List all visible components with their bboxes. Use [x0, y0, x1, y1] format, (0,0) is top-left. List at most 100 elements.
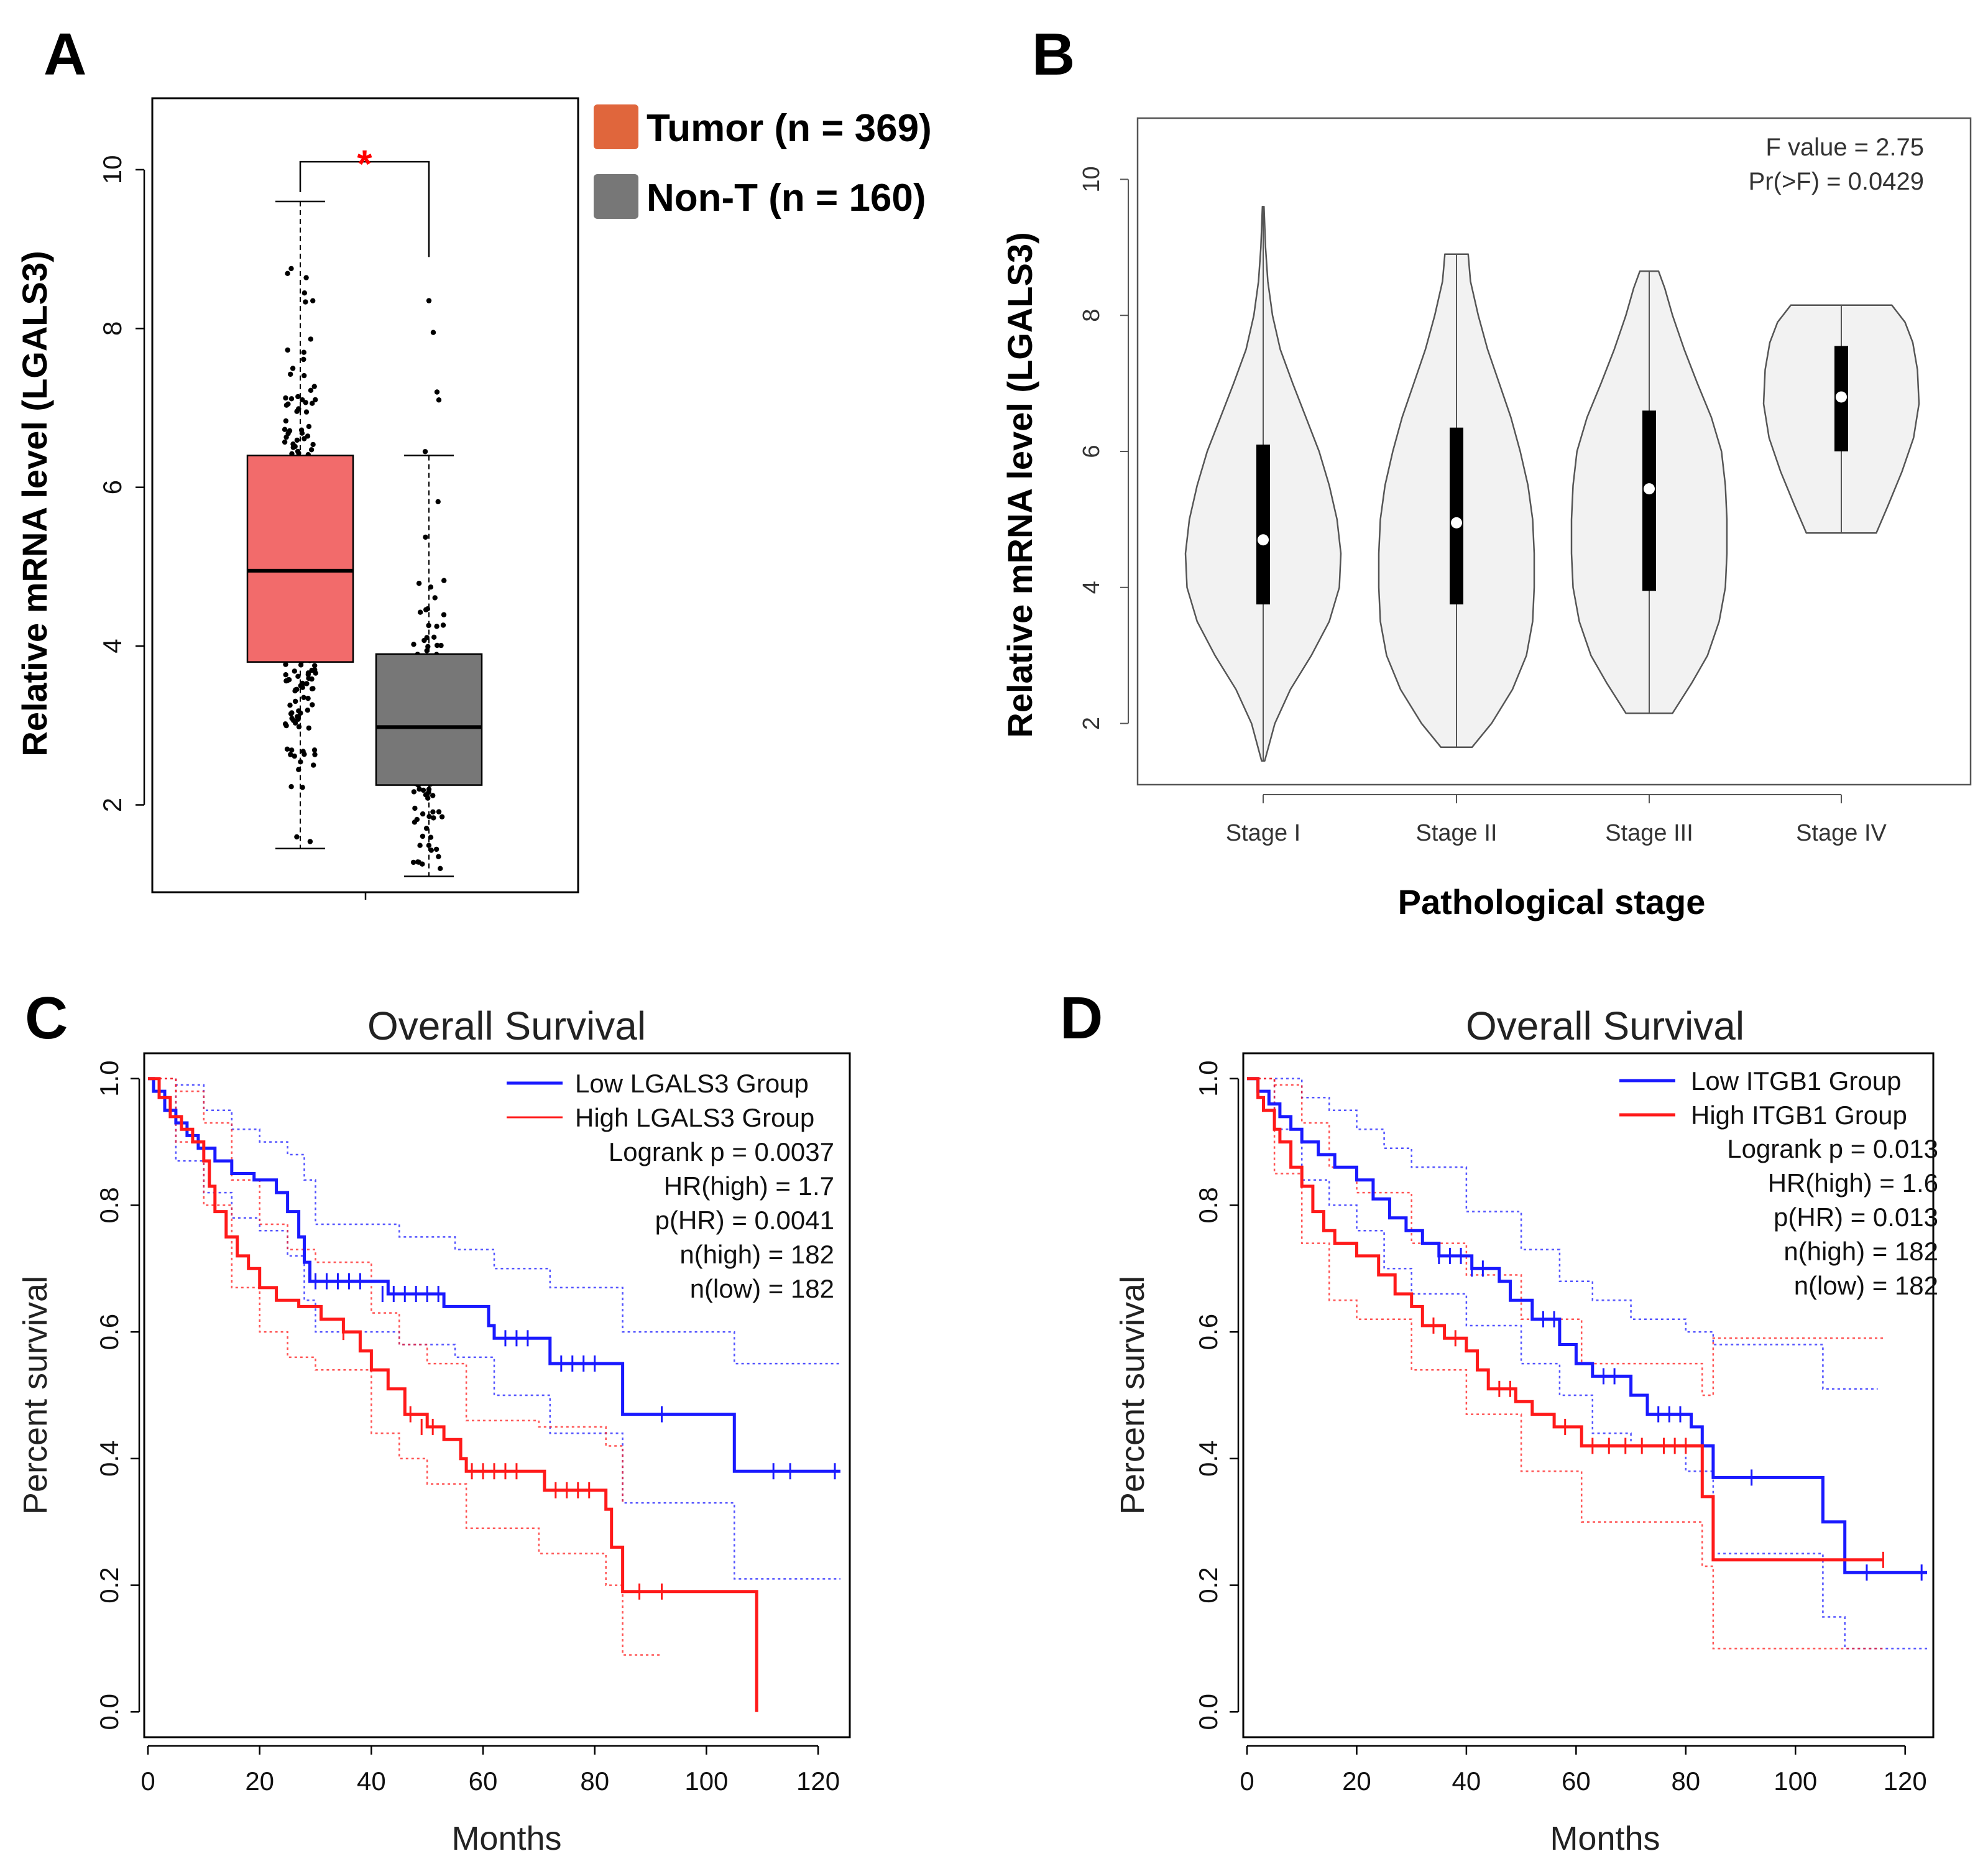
panel-label-a: A [44, 21, 86, 88]
x-tick-label: 80 [1671, 1766, 1700, 1796]
data-point [305, 433, 311, 439]
data-point [295, 714, 300, 719]
ci-lower-high-lgals3-group [148, 1078, 662, 1656]
data-point [435, 499, 441, 505]
data-point [305, 672, 311, 678]
violins-b [1184, 205, 1920, 762]
data-point [430, 330, 436, 335]
x-tick-label-b: Stage III [1605, 820, 1693, 846]
y-tick-label: 0.8 [94, 1187, 124, 1223]
legend-c: Low LGALS3 Group High LGALS3 Group Logra… [507, 1069, 834, 1303]
data-point [301, 356, 306, 362]
data-point [301, 751, 307, 757]
y-tick-label-b: 6 [1079, 445, 1105, 458]
data-point [436, 809, 442, 815]
data-point [432, 595, 438, 601]
y-tick-label: 0.2 [1194, 1567, 1223, 1603]
data-point [288, 265, 294, 272]
y-tick-label: 0.2 [94, 1567, 124, 1603]
ci-lower-high-itgb1-group [1247, 1078, 1884, 1650]
data-point [440, 622, 446, 628]
legend-label-low-itgb1: Low ITGB1 Group [1691, 1066, 1901, 1096]
n-low-c: n(low) = 182 [690, 1274, 834, 1303]
data-point [423, 792, 429, 798]
data-point [431, 634, 437, 640]
data-point [295, 394, 301, 400]
curve-high-lgals3-group [148, 1077, 758, 1712]
data-point [312, 752, 318, 757]
legend-label-high-lgals3: High LGALS3 Group [575, 1103, 814, 1132]
legend-label-high-itgb1: High ITGB1 Group [1691, 1101, 1907, 1130]
data-point [289, 716, 295, 721]
data-point [288, 371, 293, 377]
y-axis-title-b: Relative mRNA level (LGALS3) [1000, 232, 1039, 737]
ci-upper-high-lgals3-group [148, 1078, 624, 1503]
data-point [303, 400, 308, 405]
data-point [303, 409, 310, 415]
data-point [292, 753, 297, 759]
x-tick-label: 120 [1884, 1766, 1927, 1796]
x-tick-label: 40 [1452, 1766, 1481, 1796]
y-axis-title-c: Percent survival [17, 1276, 54, 1515]
panel-label-d: D [1060, 985, 1103, 1051]
ci-upper-low-itgb1-group [1247, 1078, 1878, 1390]
data-point [293, 687, 298, 693]
data-point [441, 612, 447, 617]
panel-b-violin-plot: B Relative mRNA level (LGALS3) Pathologi… [1000, 21, 1972, 921]
data-point [290, 366, 296, 371]
data-point [283, 402, 290, 408]
data-point [282, 721, 288, 727]
data-point [430, 793, 436, 798]
data-point [288, 752, 293, 757]
data-point [285, 678, 290, 683]
p-hr-d: p(HR) = 0.013 [1774, 1202, 1938, 1232]
data-point [310, 298, 316, 303]
data-point [438, 865, 443, 872]
data-point [423, 826, 430, 831]
significance-star: * [357, 143, 372, 186]
y-tick-label: 0.6 [1194, 1314, 1223, 1350]
data-point [287, 703, 293, 708]
data-point [283, 672, 288, 678]
data-point [416, 581, 422, 586]
data-point [423, 534, 428, 540]
data-point [294, 437, 300, 443]
violin-median-dot [1258, 534, 1269, 546]
y-axis-title-a: Relative mRNA level (LGALS3) [15, 251, 54, 756]
data-point [307, 839, 313, 844]
y-tick-label: 0.0 [94, 1694, 124, 1730]
y-tick-label: 0.0 [1194, 1694, 1223, 1730]
legend-a: Tumor (n = 369) Non-T (n = 160) [594, 104, 932, 219]
data-point [295, 673, 301, 680]
data-point [292, 668, 297, 674]
x-axis-b: Stage I Stage II Stage III Stage IV [1226, 794, 1887, 846]
data-point [426, 842, 432, 848]
x-tick-label: 20 [245, 1766, 274, 1796]
data-point [288, 396, 295, 402]
panel-c-survival-plot: C Overall Survival Percent survival Mont… [17, 985, 851, 1857]
data-point [411, 789, 417, 795]
data-point [308, 447, 315, 453]
y-axis-b: 2 4 6 8 10 [1079, 166, 1129, 730]
data-point [304, 681, 310, 686]
box-tumor [246, 455, 354, 663]
data-point [425, 644, 431, 650]
ci-upper-low-lgals3-group [148, 1078, 840, 1365]
data-point [290, 441, 296, 447]
logrank-p-d: Logrank p = 0.013 [1727, 1134, 1938, 1163]
y-tick-label-b: 10 [1079, 166, 1105, 192]
box-non-t [375, 653, 483, 786]
significance-bracket: * [299, 143, 430, 257]
y-tick-label-b: 8 [1079, 309, 1105, 322]
data-point [301, 290, 307, 296]
data-point [435, 642, 440, 649]
data-point [305, 696, 311, 701]
data-point [301, 349, 306, 355]
data-point [306, 725, 311, 731]
y-tick-label-a: 8 [98, 321, 127, 336]
hr-high-d: HR(high) = 1.6 [1768, 1168, 1938, 1198]
x-tick-label: 60 [1562, 1766, 1591, 1796]
data-point [305, 708, 310, 713]
x-tick-label-b: Stage II [1416, 820, 1498, 846]
